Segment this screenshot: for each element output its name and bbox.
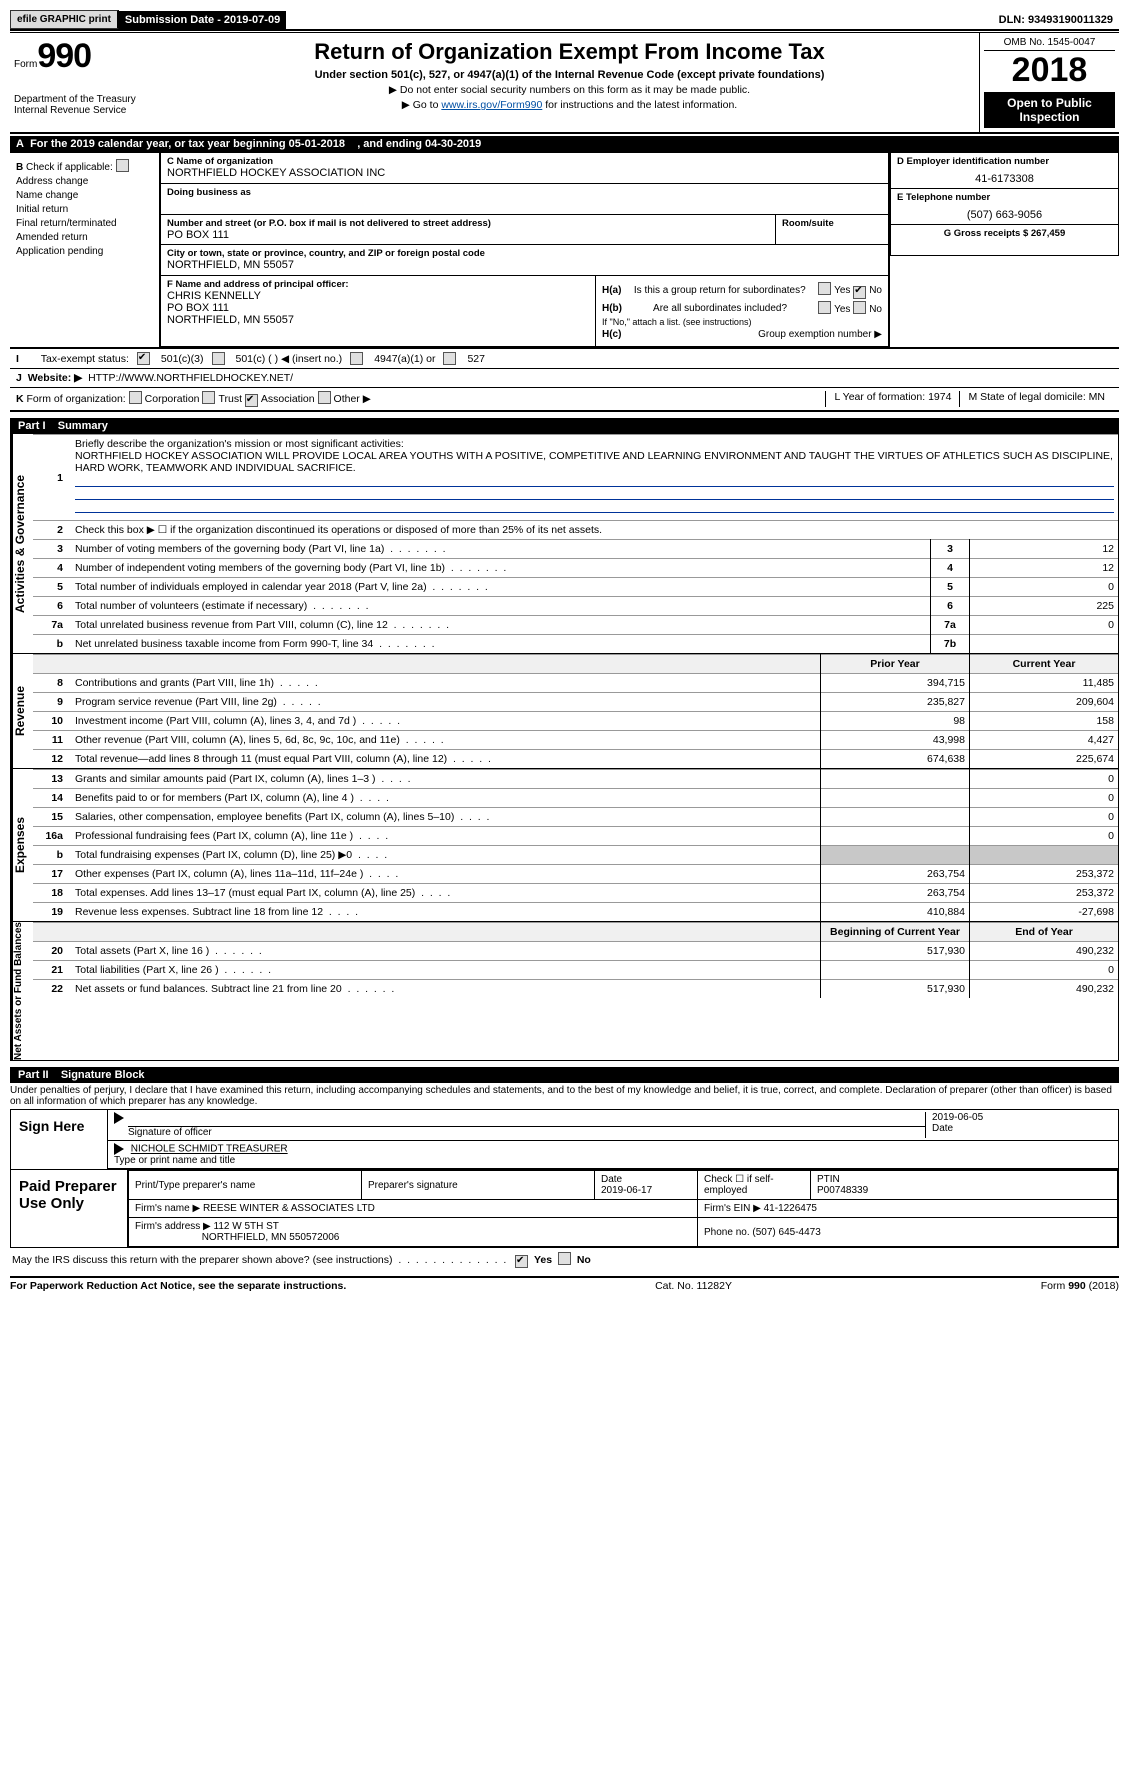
- mission-text: NORTHFIELD HOCKEY ASSOCIATION WILL PROVI…: [75, 450, 1113, 474]
- dln: DLN: 93493190011329: [993, 11, 1119, 29]
- firm-phone: (507) 645-4473: [752, 1227, 820, 1238]
- check-corp[interactable]: [129, 391, 142, 404]
- open-public-badge: Open to Public Inspection: [984, 92, 1115, 128]
- form-number: 990: [37, 37, 91, 75]
- check-pending[interactable]: Application pending: [16, 246, 153, 257]
- check-501c3[interactable]: [137, 352, 150, 365]
- phone: (507) 663-9056: [897, 209, 1112, 221]
- form-subtitle-3: ▶ Go to www.irs.gov/Form990 for instruct…: [164, 99, 975, 111]
- check-other[interactable]: [318, 391, 331, 404]
- efile-graphic-btn[interactable]: efile GRAPHIC print: [10, 10, 119, 29]
- top-bar: efile GRAPHIC print Submission Date - 20…: [10, 10, 1119, 31]
- prep-date: 2019-06-17: [601, 1185, 652, 1196]
- irs-link[interactable]: www.irs.gov/Form990: [441, 99, 542, 111]
- discuss-yes[interactable]: [515, 1255, 528, 1268]
- ptin: P00748339: [817, 1185, 868, 1196]
- sign-date: 2019-06-05: [932, 1112, 1112, 1123]
- street-address: PO BOX 111: [167, 229, 769, 241]
- check-name-change[interactable]: Name change: [16, 190, 153, 201]
- form-subtitle-1: Under section 501(c), 527, or 4947(a)(1)…: [164, 69, 975, 81]
- revenue-row: 8Contributions and grants (Part VIII, li…: [33, 674, 1118, 693]
- omb-number: OMB No. 1545-0047: [984, 37, 1115, 51]
- signer-name: NICHOLE SCHMIDT TREASURER: [131, 1144, 288, 1155]
- form-of-org-row: K Form of organization: Corporation Trus…: [10, 387, 1119, 412]
- revenue-row: 12Total revenue—add lines 8 through 11 (…: [33, 750, 1118, 769]
- check-amended[interactable]: Amended return: [16, 232, 153, 243]
- firm-ein: 41-1226475: [764, 1203, 817, 1214]
- tax-year: 2018: [984, 51, 1115, 90]
- summary-row: 5Total number of individuals employed in…: [33, 578, 1118, 597]
- expense-row: 14Benefits paid to or for members (Part …: [33, 789, 1118, 808]
- firm-name: REESE WINTER & ASSOCIATES LTD: [203, 1203, 375, 1214]
- revenue-row: 10Investment income (Part VIII, column (…: [33, 712, 1118, 731]
- paid-preparer-label: Paid Preparer Use Only: [11, 1170, 128, 1247]
- netasset-row: 22Net assets or fund balances. Subtract …: [33, 980, 1118, 999]
- form-title: Return of Organization Exempt From Incom…: [164, 39, 975, 65]
- expense-row: 19Revenue less expenses. Subtract line 1…: [33, 903, 1118, 922]
- tax-period-row: A For the 2019 calendar year, or tax yea…: [10, 136, 1119, 152]
- revenue-row: 11Other revenue (Part VIII, column (A), …: [33, 731, 1118, 750]
- website-url: HTTP://WWW.NORTHFIELDHOCKEY.NET/: [88, 372, 293, 384]
- dept-treasury: Department of the Treasury: [14, 94, 156, 105]
- expense-row: 16aProfessional fundraising fees (Part I…: [33, 827, 1118, 846]
- form-label: Form: [14, 59, 37, 70]
- check-527[interactable]: [443, 352, 456, 365]
- expense-row: bTotal fundraising expenses (Part IX, co…: [33, 846, 1118, 865]
- check-initial-return[interactable]: Initial return: [16, 204, 153, 215]
- side-activities: Activities & Governance: [11, 434, 33, 653]
- form-subtitle-2: ▶ Do not enter social security numbers o…: [164, 84, 975, 96]
- sign-here-label: Sign Here: [11, 1110, 108, 1169]
- ein: 41-6173308: [897, 173, 1112, 185]
- city-state-zip: NORTHFIELD, MN 55057: [167, 259, 882, 271]
- website-row: J Website: ▶ HTTP://WWW.NORTHFIELDHOCKEY…: [10, 368, 1119, 387]
- summary-row: 4Number of independent voting members of…: [33, 559, 1118, 578]
- exempt-status-row: I Tax-exempt status: 501(c)(3) 501(c) ( …: [10, 348, 1119, 368]
- form-header: Form990 Department of the Treasury Inter…: [10, 32, 1119, 134]
- side-netassets: Net Assets or Fund Balances: [11, 922, 33, 1060]
- part-1-header: Part I Summary: [10, 418, 1119, 434]
- summary-row: 7aTotal unrelated business revenue from …: [33, 616, 1118, 635]
- firm-addr1: 112 W 5TH ST: [214, 1221, 279, 1232]
- arrow-icon: [114, 1112, 124, 1124]
- firm-addr2: NORTHFIELD, MN 550572006: [202, 1232, 340, 1243]
- netasset-row: 21Total liabilities (Part X, line 26 ) .…: [33, 961, 1118, 980]
- entity-info-grid: B Check if applicable: Address change Na…: [10, 152, 1119, 348]
- expense-row: 18Total expenses. Add lines 13–17 (must …: [33, 884, 1118, 903]
- summary-row: bNet unrelated business taxable income f…: [33, 635, 1118, 654]
- officer-name: CHRIS KENNELLY: [167, 290, 589, 302]
- expense-row: 15Salaries, other compensation, employee…: [33, 808, 1118, 827]
- irs-label: Internal Revenue Service: [14, 105, 156, 116]
- check-final-return[interactable]: Final return/terminated: [16, 218, 153, 229]
- discuss-no[interactable]: [558, 1252, 571, 1265]
- part-2-header: Part II Signature Block: [10, 1067, 1119, 1083]
- netasset-row: 20Total assets (Part X, line 16 ) . . . …: [33, 942, 1118, 961]
- side-revenue: Revenue: [11, 654, 33, 768]
- discuss-row: May the IRS discuss this return with the…: [10, 1248, 1119, 1272]
- expense-row: 13Grants and similar amounts paid (Part …: [33, 770, 1118, 789]
- check-501c[interactable]: [212, 352, 225, 365]
- side-expenses: Expenses: [11, 769, 33, 921]
- check-4947[interactable]: [350, 352, 363, 365]
- summary-row: 3Number of voting members of the governi…: [33, 540, 1118, 559]
- page-footer: For Paperwork Reduction Act Notice, see …: [10, 1276, 1119, 1292]
- check-address-change[interactable]: Address change: [16, 176, 153, 187]
- perjury-declaration: Under penalties of perjury, I declare th…: [10, 1083, 1119, 1109]
- revenue-row: 9Program service revenue (Part VIII, lin…: [33, 693, 1118, 712]
- expense-row: 17Other expenses (Part IX, column (A), l…: [33, 865, 1118, 884]
- year-formation: L Year of formation: 1974: [825, 391, 959, 407]
- summary-row: 6Total number of volunteers (estimate if…: [33, 597, 1118, 616]
- state-domicile: M State of legal domicile: MN: [959, 391, 1113, 407]
- arrow-icon: [114, 1143, 124, 1155]
- org-name: NORTHFIELD HOCKEY ASSOCIATION INC: [167, 167, 882, 179]
- check-assoc[interactable]: [245, 394, 258, 407]
- submission-date: Submission Date - 2019-07-09: [119, 11, 286, 29]
- gross-receipts: G Gross receipts $ 267,459: [897, 228, 1112, 239]
- check-trust[interactable]: [202, 391, 215, 404]
